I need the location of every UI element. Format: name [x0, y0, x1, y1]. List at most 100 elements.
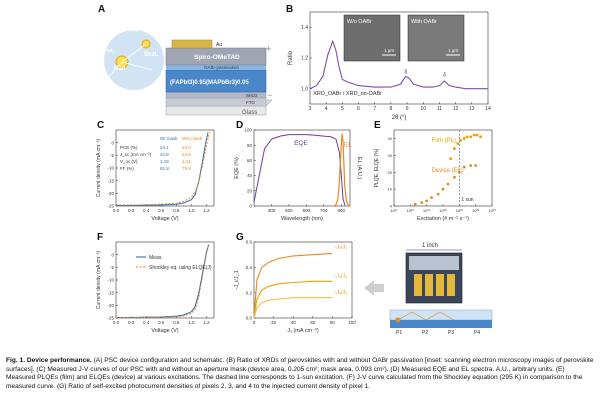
schematic-grain — [104, 30, 164, 90]
legend: Meas. Shockley eq. using ELQE(J) — [136, 255, 212, 271]
device-point — [420, 201, 424, 205]
film-label: Film (PL) — [432, 138, 456, 144]
eqe-label: EQE — [294, 140, 308, 147]
x-tick-label: 7 — [373, 106, 376, 112]
device-point — [457, 170, 461, 174]
device-photo: 1 inch P1 P2 P3 P4 — [389, 243, 493, 336]
panel-label-b: B — [286, 4, 294, 15]
axes-frame — [393, 129, 493, 207]
x-tick-label: 80 — [330, 320, 336, 325]
chart-ji-ratio: 0 20 40 60 80 100 0.0 0.2 0.4 0.6 -J₂/J₁ -J₃/J₁ -… — [234, 240, 356, 334]
x-axis-label: Wavelength (nm) — [281, 216, 323, 222]
device-point — [474, 164, 478, 167]
x-tick-label: 0.4 — [143, 320, 150, 325]
x-axis-label: Excitation (# m⁻² s⁻¹) — [417, 216, 469, 222]
panel-label-g: G — [236, 232, 244, 243]
y-tick-label: -10 — [107, 278, 114, 283]
series-label-j3: -J₃/J₁ — [334, 273, 347, 279]
device-point — [425, 199, 429, 203]
x-tick-label: 500 — [285, 208, 293, 213]
x-tick-label: 12 — [453, 106, 459, 112]
x-axis-label: 2θ (°) — [392, 115, 407, 121]
legend-entry: Meas. — [149, 255, 163, 261]
device-point — [446, 182, 450, 186]
chart-jv-mask: 0.0 0.2 0.4 0.6 0.8 1.0 1.2 0 -5 -10 -15 -20 -25 W/ … — [96, 129, 215, 222]
chart-eqe-el: 400 500 600 700 800 0 20 40 60 80 100 EQE EL EQE (… — [234, 128, 362, 222]
table-cell: 24.0 — [182, 145, 191, 150]
x-tick-label: 0.8 — [173, 208, 180, 213]
x-tick-label: 0.0 — [113, 320, 120, 325]
y-tick-label: 0.0 — [246, 316, 253, 321]
series-label-j2: -J₂/J₁ — [334, 244, 347, 250]
scale-label: 1 μm — [384, 48, 394, 53]
layer-spiro — [165, 47, 267, 66]
sun-label: 1 sun — [461, 197, 473, 203]
table-cell: 24.8 — [160, 152, 169, 157]
table-cell: 24.6 — [182, 152, 191, 157]
peak-mark: δ — [443, 72, 446, 78]
x-tick-label: 60 — [310, 320, 316, 325]
y-tick-label: 20 — [247, 188, 253, 193]
x-tick-label: 700 — [320, 208, 328, 213]
x-tick-label: 10²³ — [488, 208, 496, 213]
device-top-contact — [409, 256, 459, 270]
x-tick-label: 5 — [341, 106, 344, 112]
label-scat-2: Scat. — [102, 48, 115, 54]
film-point — [459, 138, 463, 142]
sem-inset-with: With OABr 1 μm — [407, 14, 465, 62]
peak-mark: δ — [404, 69, 407, 75]
y-tick-label: 10 — [388, 187, 393, 192]
series-line-with-mask — [116, 132, 209, 206]
x-tick-label: 8 — [390, 106, 393, 112]
y-tick-label: 0 — [249, 204, 252, 209]
inset-title-without: W/o OABr — [347, 19, 372, 25]
device-point — [430, 196, 433, 199]
label-rad: Rad. — [114, 66, 127, 72]
x-tick-label: 10 — [420, 106, 426, 112]
y-axis-label: PLQE, ELQE (%) — [374, 148, 380, 187]
label-pr: PR — [130, 28, 138, 34]
axes-frame — [115, 129, 215, 207]
x-tick-label: 0.6 — [158, 320, 165, 325]
y-tick-label: 1.2 — [301, 56, 308, 62]
film-point — [456, 142, 460, 145]
photon-path — [397, 311, 455, 321]
x-tick-label: 10¹⁸ — [407, 208, 415, 213]
film-point — [462, 137, 466, 140]
y-axis-label-right: EL (A.U.) — [356, 157, 362, 180]
series-line-xrd-ratio — [309, 39, 488, 90]
y-tick-label: 0 — [390, 204, 393, 209]
x-tick-label: 0.2 — [128, 208, 135, 213]
x-tick-label: 100 — [348, 320, 356, 325]
x-tick-label: 1.0 — [188, 208, 195, 213]
table-header: W/ mask — [160, 136, 178, 141]
y-tick-label: 0 — [111, 140, 114, 145]
y-tick-label: -5 — [110, 265, 114, 270]
axes-frame — [253, 241, 353, 319]
pixel-electrode — [425, 274, 433, 296]
x-tick-label: 0.8 — [173, 320, 180, 325]
x-tick-label: 0.0 — [113, 208, 120, 213]
label-fto: FTO — [246, 100, 255, 105]
table-cell: 79.9 — [182, 166, 191, 171]
el-label: EL — [344, 142, 352, 149]
pixel-electrode — [436, 274, 444, 296]
x-tick-label: 20 — [271, 320, 277, 325]
panel-label-d: D — [236, 120, 244, 131]
device-point — [453, 175, 456, 179]
pixel-electrode — [447, 274, 455, 296]
table-cell: 24.1 — [160, 145, 169, 150]
panel-label-c: C — [97, 120, 105, 131]
ray-line — [121, 43, 147, 63]
film-point — [479, 135, 482, 139]
ray-line — [121, 61, 153, 71]
cross-section-layer — [390, 320, 492, 328]
x-tick-label: 600 — [303, 208, 311, 213]
pixel-label: P1 — [396, 330, 402, 336]
x-axis-label: Voltage (V) — [151, 216, 178, 222]
y-tick-label: -25 — [107, 316, 114, 321]
x-tick-label: 1.2 — [203, 208, 210, 213]
annotation-xrd: XRD_OABr / XRD_no-OABr — [313, 91, 382, 97]
x-tick-label: 1.2 — [203, 320, 210, 325]
x-axis-label: J₁ (mA cm⁻²) — [287, 328, 319, 334]
